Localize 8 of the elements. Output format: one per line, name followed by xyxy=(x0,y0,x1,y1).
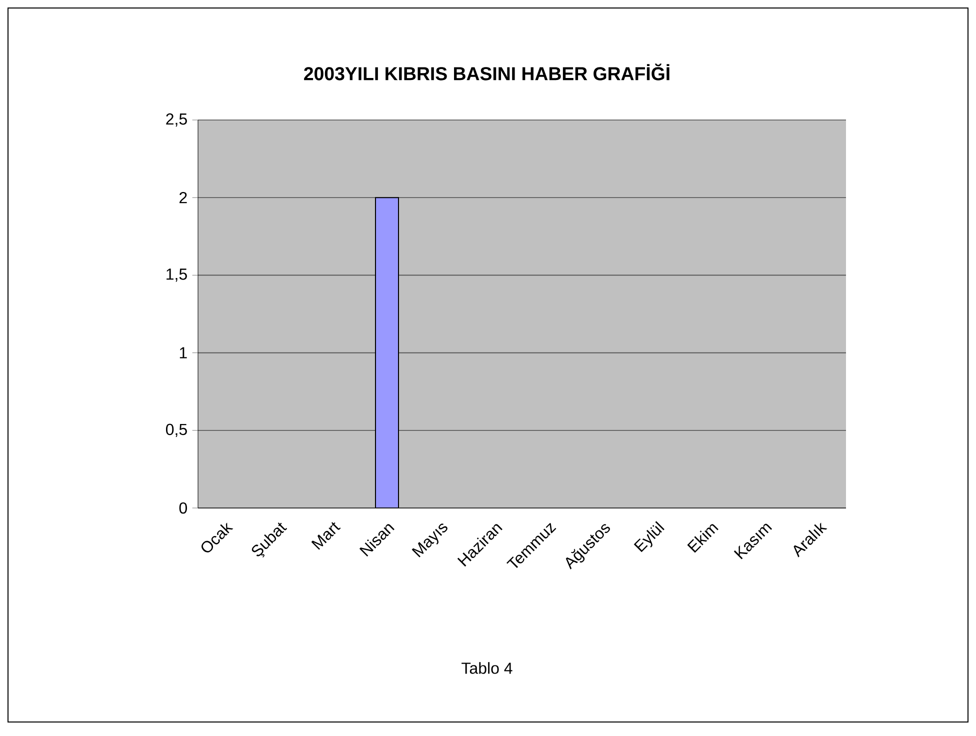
y-tick-label: 1,5 xyxy=(166,268,187,282)
text: Tablo 4 xyxy=(462,662,512,674)
y-tick-label: 0,5 xyxy=(166,424,187,437)
y-tick-label: 2,5 xyxy=(166,113,187,127)
y-tick-label: 0 xyxy=(179,502,187,514)
chart-title: 2003YILI KIBRIS BASINI HABER GRAFİĞİ xyxy=(304,64,670,80)
y-tick-label: 2 xyxy=(180,192,187,204)
y-tick-label: 1 xyxy=(180,347,187,358)
